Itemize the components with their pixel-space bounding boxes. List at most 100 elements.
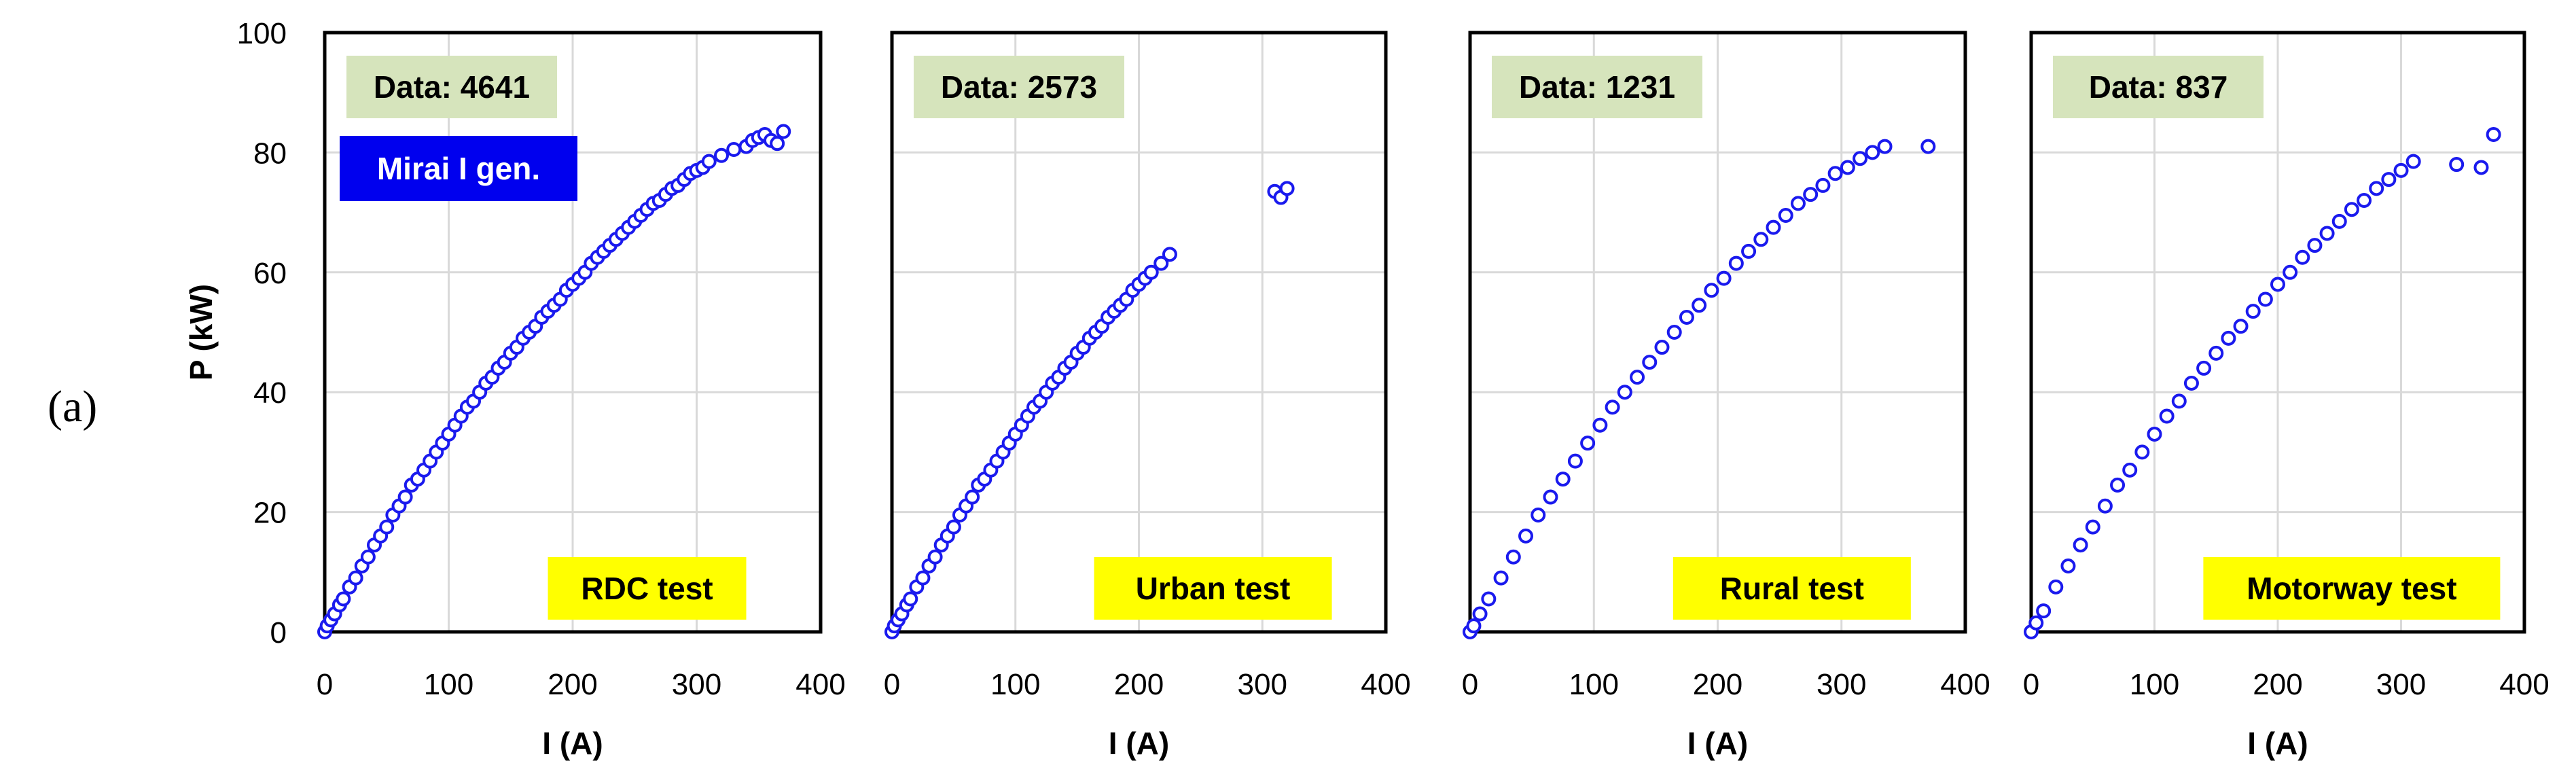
panel-label: (a): [48, 382, 97, 431]
data-point: [1143, 264, 1159, 280]
data-point: [2344, 202, 2359, 217]
data-point: [2060, 558, 2076, 573]
data-point: [2393, 162, 2409, 178]
x-tick-label: 0: [1462, 668, 1478, 701]
data-point: [726, 141, 742, 157]
x-axis-label: I (A): [542, 726, 603, 761]
data-count-label: Data: 2573: [941, 69, 1097, 105]
data-point: [2257, 291, 2273, 307]
data-count-label: Data: 1231: [1519, 69, 1675, 105]
data-point: [2369, 181, 2384, 196]
y-tick-label: 100: [237, 17, 287, 50]
x-tick-label: 400: [1361, 668, 1410, 701]
x-tick-label: 0: [2023, 668, 2039, 701]
x-tick-label: 300: [672, 668, 721, 701]
x-tick-label: 400: [795, 668, 845, 701]
data-point: [1279, 181, 1295, 196]
data-point: [1505, 549, 1521, 565]
y-tick-label: 0: [270, 616, 287, 650]
data-point: [2319, 226, 2335, 241]
data-point: [927, 549, 943, 565]
data-point: [946, 519, 961, 535]
data-point: [2196, 360, 2212, 376]
data-point: [1630, 370, 1645, 385]
data-point: [2122, 462, 2138, 478]
data-point: [2486, 126, 2501, 142]
legend-label: Mirai I gen.: [377, 151, 540, 186]
test-title: RDC test: [581, 571, 713, 606]
x-axis-label: I (A): [1109, 726, 1169, 761]
x-tick-label: 200: [548, 668, 597, 701]
data-point: [1790, 196, 1806, 211]
data-point: [1728, 255, 1744, 271]
data-point: [1617, 385, 1632, 400]
data-point: [2405, 154, 2421, 169]
x-tick-label: 200: [1693, 668, 1742, 701]
x-tick-label: 200: [2253, 668, 2302, 701]
data-point: [776, 124, 791, 139]
data-point: [2171, 393, 2187, 409]
data-point: [1666, 325, 1682, 340]
data-point: [1654, 340, 1670, 355]
data-point: [397, 489, 413, 505]
data-point: [903, 591, 918, 607]
data-point: [336, 591, 351, 607]
data-point: [2085, 519, 2100, 535]
y-tick-label: 80: [253, 137, 287, 170]
test-title-box: [548, 557, 747, 620]
data-point: [1481, 591, 1497, 607]
data-point: [1920, 139, 1936, 154]
data-point: [1877, 139, 1893, 154]
data-point: [1642, 355, 1658, 370]
chart-panel-4: 0 100 200 300 400 I (A) Data: 837 Motorway test: [2023, 31, 2550, 761]
data-point: [2331, 213, 2347, 229]
data-point: [2097, 498, 2113, 514]
chart-panel-3: 0 100 200 300 400 I (A) Data: 1231 Rural test: [1462, 31, 1990, 761]
x-tick-label: 100: [2130, 668, 2179, 701]
x-axis-label: I (A): [2247, 726, 2308, 761]
x-tick-label: 400: [1940, 668, 1990, 701]
test-title: Motorway test: [2247, 571, 2456, 606]
data-point: [379, 519, 395, 535]
data-point: [2147, 426, 2162, 442]
data-point: [2028, 615, 2044, 631]
data-point: [1605, 400, 1620, 415]
data-count-label: Data: 837: [2089, 69, 2228, 105]
plot-frame: [323, 31, 823, 634]
data-point: [1815, 177, 1831, 193]
data-count-label: Data: 4641: [374, 69, 530, 105]
test-title: Rural test: [1720, 571, 1864, 606]
data-point: [1840, 160, 1855, 175]
x-tick-label: 100: [424, 668, 473, 701]
x-tick-label: 300: [1817, 668, 1866, 701]
data-point: [360, 549, 376, 565]
data-point: [2221, 330, 2236, 346]
data-point: [2110, 477, 2126, 493]
data-count-box: [914, 56, 1124, 118]
data-point: [348, 570, 363, 586]
data-count-box: [1492, 56, 1702, 118]
data-point: [1704, 283, 1719, 298]
data-point: [1567, 453, 1583, 469]
data-point: [1580, 436, 1596, 451]
data-point: [1716, 270, 1732, 286]
data-point: [2381, 172, 2397, 188]
y-tick-label: 60: [253, 257, 287, 290]
data-point: [1766, 219, 1781, 235]
data-point: [2036, 603, 2052, 619]
data-point: [2283, 264, 2298, 280]
legend-box: [340, 136, 577, 201]
data-point: [1778, 208, 1793, 224]
x-tick-label: 0: [884, 668, 900, 701]
x-tick-label: 300: [2376, 668, 2426, 701]
data-point: [1153, 255, 1169, 271]
data-point: [1493, 570, 1509, 586]
test-title-box: [2203, 557, 2501, 620]
data-point: [1853, 151, 1868, 166]
test-title-box: [1672, 557, 1911, 620]
data-point: [2159, 408, 2175, 424]
data-point: [1466, 618, 1482, 634]
data-point: [1679, 309, 1694, 325]
data-point: [2183, 375, 2199, 391]
